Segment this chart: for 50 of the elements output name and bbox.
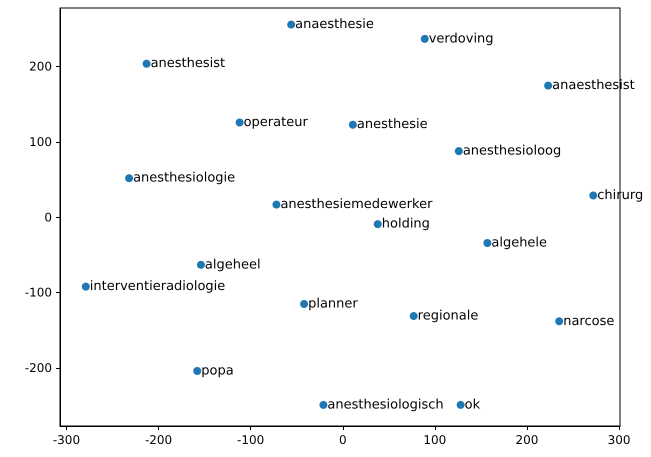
point	[374, 220, 382, 228]
data-label: planner	[308, 296, 358, 312]
y-tick-label: -200	[24, 361, 52, 376]
x-tick-label: 100	[423, 433, 446, 447]
data-label: popa	[201, 364, 234, 379]
y-tick-label: 100	[29, 135, 52, 150]
data-label: anesthesist	[150, 56, 226, 72]
point	[193, 367, 202, 376]
data-label: algeheel	[204, 257, 261, 272]
x-tick-label: 300	[608, 433, 631, 447]
data-label: anaesthesie	[295, 17, 374, 32]
data-label: algehele	[491, 235, 548, 250]
point	[483, 238, 492, 247]
point	[142, 60, 151, 68]
point	[589, 192, 598, 200]
point	[272, 200, 280, 209]
point	[319, 400, 328, 409]
point	[287, 20, 296, 29]
point	[348, 120, 357, 129]
point	[236, 118, 244, 126]
x-tick-label: -300	[52, 433, 80, 447]
y-tick-label: -100	[24, 286, 52, 300]
point	[544, 82, 552, 90]
point	[420, 34, 429, 43]
point	[300, 300, 308, 308]
point	[555, 317, 564, 326]
data-label: anesthesioloog	[462, 144, 562, 159]
data-label: anesthesiologie	[133, 170, 236, 186]
data-label: verdoving	[428, 31, 494, 46]
x-tick-label: 200	[516, 433, 538, 447]
data-label: operateur	[244, 114, 308, 130]
point	[454, 147, 463, 156]
y-tick-label: 0	[44, 210, 52, 224]
data-label: holding	[382, 216, 430, 232]
x-tick-label: 0	[338, 433, 347, 447]
point	[410, 312, 418, 320]
point	[125, 174, 134, 182]
data-label: interventieradiologie	[90, 279, 226, 294]
x-tick-label: -200	[144, 433, 172, 447]
data-label: anesthesiologisch	[327, 397, 444, 412]
point	[456, 400, 465, 409]
point	[82, 282, 90, 291]
data-label: ok	[464, 397, 481, 412]
x-tick-label: -100	[237, 433, 264, 447]
data-label: anesthesiemedewerker	[280, 197, 434, 212]
data-label: anesthesie	[356, 117, 428, 132]
y-tick-label: 200	[29, 60, 52, 74]
point	[196, 260, 205, 269]
data-label: narcose	[563, 314, 614, 329]
data-label: regionale	[418, 308, 478, 324]
